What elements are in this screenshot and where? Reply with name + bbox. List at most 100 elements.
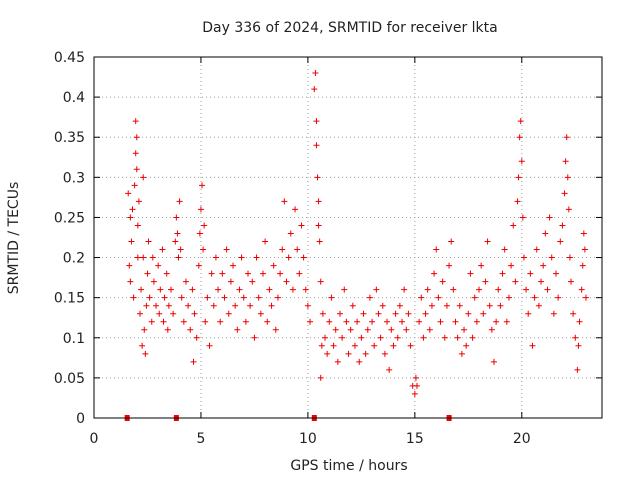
data-point: [212, 254, 219, 261]
data-point: [531, 294, 538, 301]
data-point: [274, 294, 281, 301]
data-point: [168, 286, 175, 293]
data-point: [138, 286, 145, 293]
data-point: [190, 358, 197, 365]
data-point: [266, 286, 273, 293]
data-point: [538, 278, 545, 285]
data-point: [245, 270, 252, 277]
y-tick-label: 0.35: [54, 130, 85, 146]
data-point: [285, 254, 292, 261]
data-point: [412, 374, 419, 381]
data-point: [416, 318, 423, 325]
data-point: [557, 238, 564, 245]
data-point: [330, 342, 337, 349]
data-point: [405, 310, 412, 317]
data-point: [476, 286, 483, 293]
data-point: [570, 310, 577, 317]
data-point: [131, 182, 138, 189]
data-point: [535, 302, 542, 309]
data-point: [559, 222, 566, 229]
data-point: [478, 262, 485, 269]
data-point: [127, 214, 134, 221]
data-point: [153, 302, 160, 309]
data-point: [508, 262, 515, 269]
data-point: [388, 326, 395, 333]
data-point: [298, 222, 305, 229]
data-point: [322, 334, 329, 341]
data-point: [326, 318, 333, 325]
data-point: [422, 310, 429, 317]
data-point: [392, 310, 399, 317]
data-point: [132, 150, 139, 157]
data-point: [516, 134, 523, 141]
data-point: [403, 326, 410, 333]
data-point: [130, 294, 137, 301]
data-point: [247, 302, 254, 309]
data-point: [128, 238, 135, 245]
data-point: [182, 278, 189, 285]
data-point: [313, 118, 320, 125]
data-point: [493, 318, 500, 325]
data-point: [567, 278, 574, 285]
plot-frame: [93, 56, 603, 419]
data-point: [343, 318, 350, 325]
data-point: [173, 214, 180, 221]
data-point: [566, 254, 573, 261]
data-point: [317, 278, 324, 285]
data-point: [221, 294, 228, 301]
data-point: [195, 262, 202, 269]
data-point: [518, 158, 525, 165]
data-point: [164, 326, 171, 333]
data-point: [441, 334, 448, 341]
data-point: [561, 190, 568, 197]
data-point: [296, 270, 303, 277]
data-point: [204, 294, 211, 301]
data-point: [175, 254, 182, 261]
x-axis: 0 5 10 15 20: [90, 57, 531, 447]
data-point: [544, 286, 551, 293]
x-tick-label: 0: [90, 431, 99, 447]
data-point: [272, 326, 279, 333]
data-point: [512, 278, 519, 285]
grid-lines: [94, 57, 602, 418]
data-point: [575, 342, 582, 349]
data-point: [324, 350, 331, 357]
data-point: [251, 334, 258, 341]
data-point: [435, 294, 442, 301]
data-point: [257, 310, 264, 317]
data-point: [206, 342, 213, 349]
data-point: [428, 302, 435, 309]
data-point: [369, 318, 376, 325]
data-point: [519, 214, 526, 221]
data-point: [294, 246, 301, 253]
data-point: [555, 294, 562, 301]
data-point: [439, 278, 446, 285]
data-point: [315, 198, 322, 205]
data-point: [140, 174, 147, 181]
y-tick-label: 0: [76, 411, 85, 427]
x-tick-label: 10: [299, 431, 317, 447]
data-point: [563, 134, 570, 141]
y-tick-label: 0.45: [54, 50, 85, 66]
data-point: [223, 246, 230, 253]
y-tick-label: 0.3: [63, 170, 85, 186]
y-tick-label: 0.1: [63, 331, 85, 347]
data-point: [454, 334, 461, 341]
data-point: [450, 286, 457, 293]
data-point: [375, 310, 382, 317]
data-point: [341, 286, 348, 293]
data-point: [240, 294, 247, 301]
data-point: [407, 342, 414, 349]
data-point: [143, 302, 150, 309]
data-point: [172, 238, 179, 245]
data-point: [362, 350, 369, 357]
data-point: [401, 286, 408, 293]
data-point: [520, 254, 527, 261]
data-point: [381, 350, 388, 357]
data-point: [307, 318, 314, 325]
data-point: [364, 326, 371, 333]
data-point: [262, 238, 269, 245]
data-point: [548, 254, 555, 261]
data-point: [135, 198, 142, 205]
